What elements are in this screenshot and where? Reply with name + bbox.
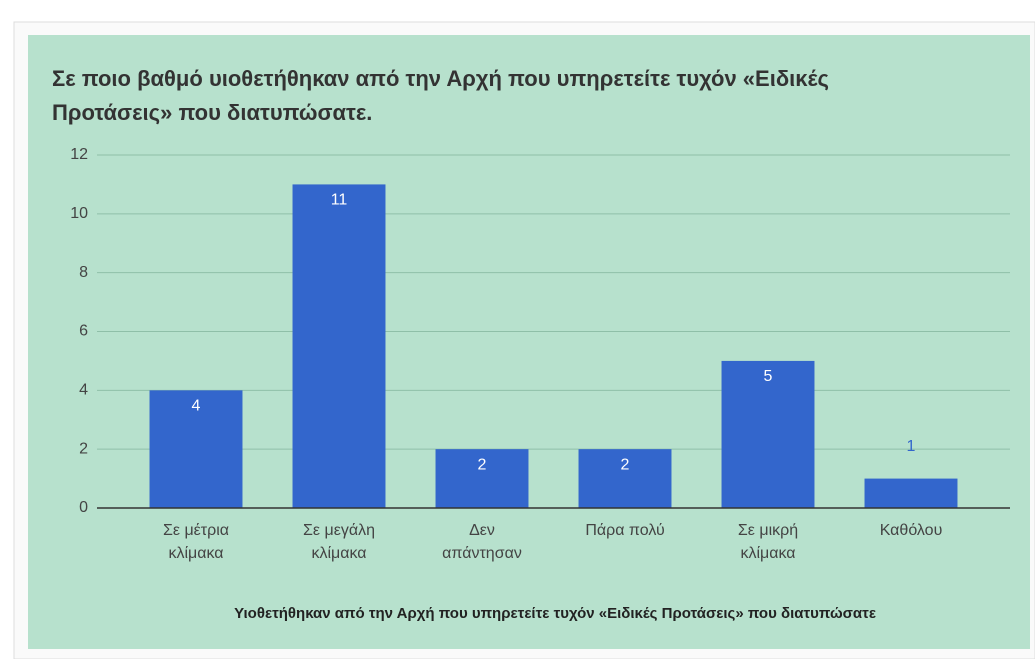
chart-title: Σε ποιο βαθμό υιοθετήθηκαν από την Αρχή …: [52, 66, 829, 91]
data-label: 11: [331, 192, 348, 209]
chart-title: Προτάσεις» που διατυπώσατε.: [52, 100, 372, 125]
y-tick-label: 4: [79, 382, 88, 399]
x-tick-label: Καθόλου: [880, 522, 943, 539]
y-tick-label: 6: [79, 323, 88, 340]
y-tick-label: 10: [70, 205, 88, 222]
data-label: 4: [192, 398, 201, 415]
y-tick-label: 12: [70, 146, 88, 163]
x-tick-label: Σε μέτρια: [163, 522, 229, 539]
x-tick-label: Δεν: [469, 522, 495, 539]
data-label: 1: [907, 438, 916, 455]
bar: [578, 449, 672, 508]
bar: [864, 478, 958, 508]
x-axis-title: Υιοθετήθηκαν από την Αρχή που υπηρετείτε…: [234, 605, 876, 622]
bar: [292, 184, 386, 508]
data-label: 2: [478, 456, 487, 473]
chart-background: [28, 35, 1030, 649]
y-tick-label: 0: [79, 499, 88, 516]
x-tick-label: κλίμακα: [740, 545, 795, 562]
y-tick-label: 8: [79, 264, 88, 281]
bar: [149, 390, 243, 508]
x-tick-label: Πάρα πολύ: [585, 522, 664, 539]
x-tick-label: κλίμακα: [168, 545, 223, 562]
data-label: 5: [764, 368, 773, 385]
x-tick-label: Σε μεγάλη: [303, 522, 375, 539]
x-tick-label: Σε μικρή: [738, 522, 798, 539]
bar: [721, 360, 815, 508]
y-tick-label: 2: [79, 440, 88, 457]
x-tick-label: κλίμακα: [311, 545, 366, 562]
x-tick-label: απάντησαν: [442, 545, 522, 562]
bar: [435, 449, 529, 508]
data-label: 2: [621, 456, 630, 473]
